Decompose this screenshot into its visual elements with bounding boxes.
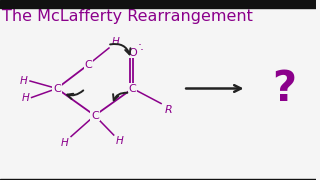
Text: H: H — [20, 76, 28, 86]
Text: The McLafferty Rearrangement: The McLafferty Rearrangement — [2, 9, 252, 24]
Text: H: H — [111, 37, 119, 46]
Text: C: C — [129, 84, 137, 93]
Text: R: R — [164, 105, 172, 115]
Text: H: H — [115, 136, 123, 147]
Text: ·: · — [140, 44, 143, 57]
Bar — [0, 179, 316, 180]
Text: H: H — [61, 138, 68, 148]
Bar — [0, 0, 316, 8]
Text: O: O — [128, 48, 137, 57]
Text: ·: · — [138, 39, 142, 52]
Text: C: C — [91, 111, 99, 120]
Text: C: C — [53, 84, 61, 93]
Text: C: C — [84, 60, 92, 69]
Text: H: H — [21, 93, 29, 102]
Text: ?: ? — [272, 68, 296, 109]
